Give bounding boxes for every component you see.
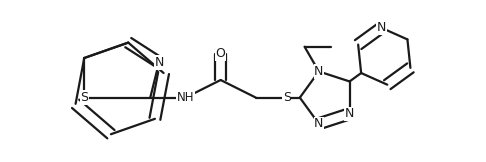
Text: O: O	[216, 47, 226, 60]
Text: N: N	[345, 107, 354, 120]
Text: N: N	[314, 65, 324, 78]
Text: S: S	[283, 91, 291, 104]
Text: NH: NH	[177, 91, 194, 104]
Text: N: N	[377, 21, 386, 34]
Text: N: N	[155, 56, 164, 69]
Text: N: N	[314, 117, 324, 130]
Text: S: S	[80, 91, 88, 104]
